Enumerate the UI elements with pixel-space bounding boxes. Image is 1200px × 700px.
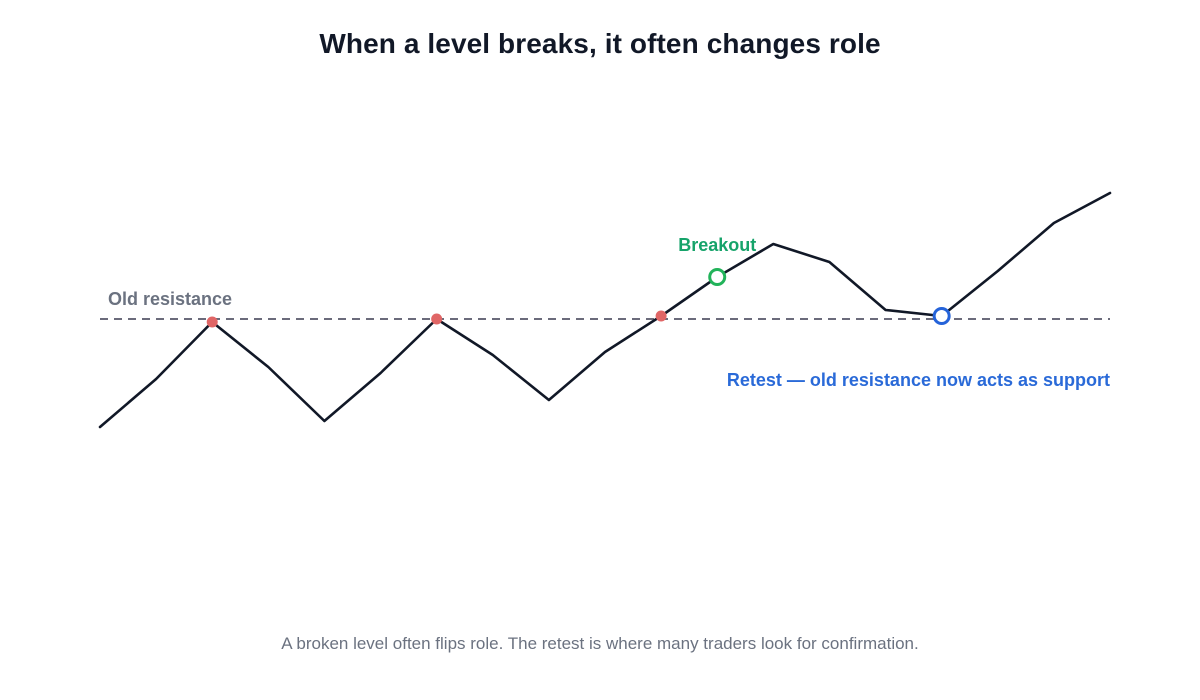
chart-title: When a level breaks, it often changes ro… <box>319 28 881 59</box>
resistance-touch-point-2 <box>431 313 443 325</box>
retest-label: Retest — old resistance now acts as supp… <box>727 370 1110 390</box>
resistance-touch-point-3 <box>655 310 667 322</box>
resistance-touch-point-1 <box>206 316 218 328</box>
price-layer <box>98 191 1112 429</box>
price-line <box>98 191 1112 429</box>
old-resistance-label: Old resistance <box>108 289 232 309</box>
label-layer: Old resistance Breakout Retest — old resis… <box>108 235 1110 390</box>
breakout-marker <box>708 268 727 286</box>
marker-layer <box>206 268 951 328</box>
breakout-label: Breakout <box>678 235 756 255</box>
retest-marker <box>932 307 951 325</box>
chart-caption: A broken level often flips role. The ret… <box>281 634 919 653</box>
